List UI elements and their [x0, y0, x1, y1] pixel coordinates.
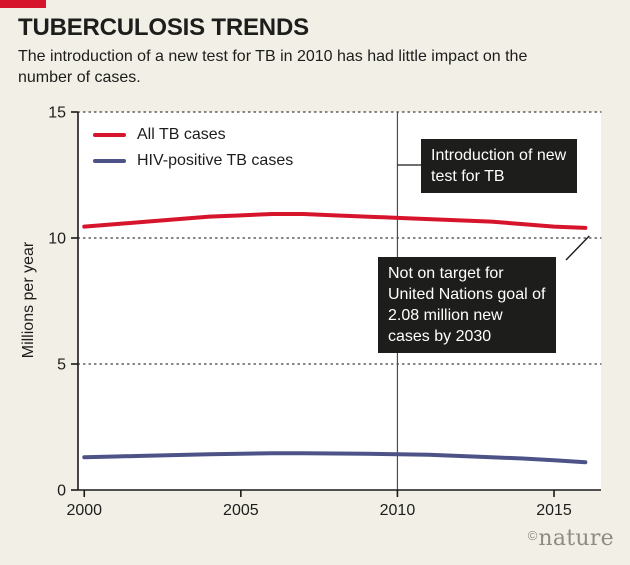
legend-item-all-tb: All TB cases [93, 122, 293, 148]
y-tick-label: 15 [48, 105, 66, 122]
y-tick-label: 10 [48, 231, 66, 248]
legend-item-hiv-tb: HIV-positive TB cases [93, 148, 293, 174]
accent-bar [0, 0, 46, 8]
hiv-tb-line-swatch-icon [93, 159, 126, 163]
all-tb-line-swatch-icon [93, 133, 126, 137]
y-axis-label: Millions per year [20, 241, 37, 359]
all-tb-cases-line [82, 212, 588, 230]
x-tick-label: 2005 [223, 502, 259, 519]
annotation-new-test: Introduction of new test for TB [421, 139, 577, 193]
copyright-icon: © [527, 528, 538, 543]
leader-un-goal [565, 235, 590, 261]
nature-credit: ©nature [528, 526, 614, 551]
x-tick-label: 2015 [536, 502, 572, 519]
y-tick-label: 0 [57, 483, 66, 500]
nature-logo: nature [538, 526, 614, 551]
hiv-positive-tb-cases-line [82, 451, 588, 465]
subtitle: The introduction of a new test for TB in… [18, 48, 528, 86]
annotation-un-goal: Not on target for United Nations goal of… [378, 257, 556, 353]
y-tick-label: 5 [57, 357, 66, 374]
legend-label-hiv-tb: HIV-positive TB cases [137, 152, 294, 169]
x-tick-label: 2010 [380, 502, 416, 519]
legend-label-all-tb: All TB cases [137, 126, 226, 143]
page-title: TUBERCULOSIS TRENDS [18, 14, 309, 41]
legend: All TB cases HIV-positive TB cases [93, 122, 293, 174]
x-tick-label: 2000 [66, 502, 102, 519]
